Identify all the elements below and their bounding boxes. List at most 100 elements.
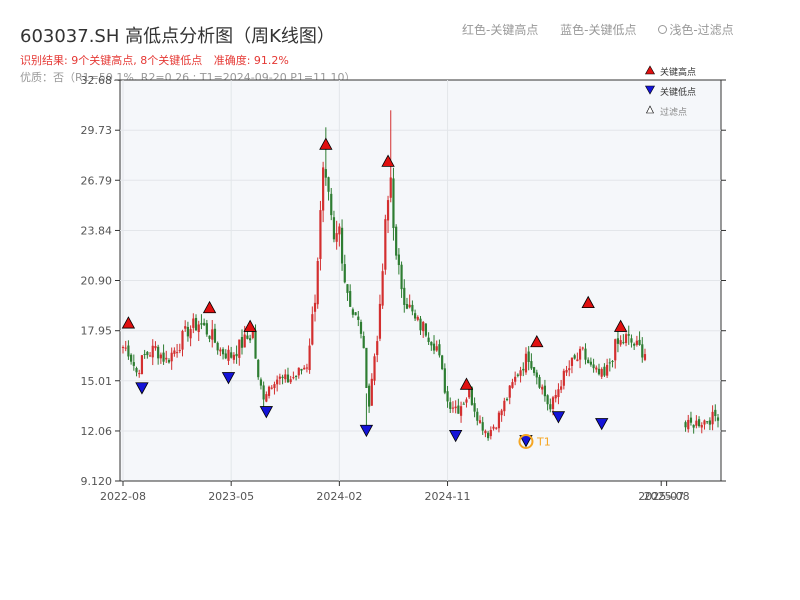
candle-body [441,355,444,370]
candle-body [708,420,711,425]
candle-body [265,394,268,402]
candle-body [184,326,187,329]
candle-body [578,348,582,360]
candle-body [703,420,706,425]
candle-body [230,352,233,358]
candle-body [151,345,154,358]
candle-body [303,367,306,370]
candle-body [630,338,633,343]
candle-body [132,362,135,366]
candle-body [213,328,217,343]
candle-body [159,354,162,359]
y-tick-label: 12.06 [81,425,113,438]
candle-body [359,321,363,334]
candle-body [476,411,479,421]
candle-body [600,369,603,377]
candle-body [200,323,203,325]
candle-body [362,335,365,349]
candle-body [511,382,514,388]
key-high-marker [459,377,474,390]
candle-body [700,425,703,428]
hollow-circle-icon [658,25,668,34]
candle-body [192,318,195,328]
candle-body [419,318,422,331]
candle-body [238,339,241,358]
candle-body [457,405,460,414]
x-tick-label: 2025-08 [644,490,690,503]
candle-body [297,367,300,376]
candle-body [194,317,198,331]
candle-body [157,346,160,359]
candle-body [351,309,354,315]
candle-body [427,337,430,342]
candle-body [524,353,528,373]
candle-body [368,385,371,407]
y-tick-label: 9.120 [81,475,113,488]
key-low-marker [448,429,463,443]
candle-body [308,345,311,370]
candle-body [568,368,571,371]
key-high-marker [530,334,544,348]
candle-body [181,331,184,350]
legend-low-triangle-icon [644,85,656,95]
candle-body [619,340,622,345]
legend-high-triangle-icon [644,65,656,75]
candle-body [603,366,606,376]
candle-body [459,406,463,416]
candle-body [424,323,428,336]
candle-body [516,374,519,376]
candle-body [416,316,419,320]
candle-body [411,304,414,312]
candle-body [313,302,317,312]
accuracy-label: 准确度: 91.2% [213,54,289,67]
candle-body [716,417,720,421]
legend-low-label: 关键低点 [660,86,696,98]
candle-body [400,264,403,290]
candle-body [478,420,482,423]
candle-body [622,342,625,344]
candle-body [208,335,211,339]
y-tick-label: 29.73 [81,124,113,137]
candle-body [232,354,235,360]
y-tick-label: 17.95 [81,325,113,338]
candle-body [687,419,690,430]
candle-body [543,385,547,397]
candle-body [641,344,644,358]
candle-body [549,404,552,410]
key-low-marker [135,382,149,395]
candle-body [327,177,330,192]
candle-body [292,377,295,379]
candle-body [606,364,609,376]
candle-body [240,336,244,348]
candle-body [527,351,530,362]
candle-body [689,417,693,423]
candle-body [173,350,176,354]
candle-body [565,370,568,373]
candle-body [189,329,192,339]
legend-blue-key-low: 蓝色-关键低点 [560,23,637,37]
x-tick-label: 2025-07 [638,490,684,503]
candle-body [357,316,360,321]
candle-body [611,360,614,362]
candle-body [495,427,498,429]
key-low-marker [359,424,374,438]
legend-high-label: 关键高点 [660,66,696,78]
candle-body [224,353,227,359]
y-tick-label: 32.68 [81,74,113,87]
x-tick-label: 2022-08 [100,490,146,503]
y-tick-label: 20.90 [81,275,113,288]
candle-body [340,227,344,264]
candle-body [573,355,576,359]
chart-title: 603037.SH 高低点分析图（周K线图） [20,26,335,47]
y-tick-label: 26.79 [81,174,113,187]
candle-body [227,349,230,361]
candle-body [162,352,165,362]
result-label: 识别结果: 9个关键高点, 8个关键低点 [20,54,203,67]
candle-body [311,314,314,345]
candle-body [135,368,138,373]
candle-body [589,361,592,365]
t1-marker [518,433,534,449]
candle-body [349,291,352,307]
candle-body [484,430,487,434]
candle-body [335,233,338,242]
